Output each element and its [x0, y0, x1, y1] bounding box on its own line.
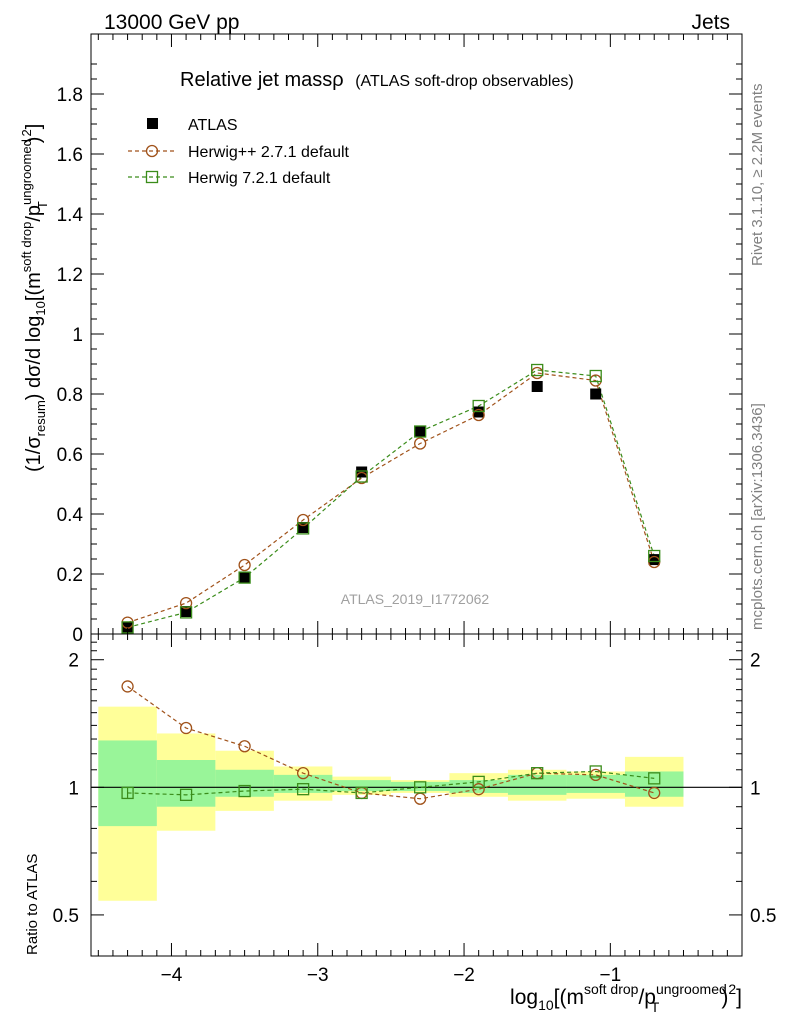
main-point-herwigpp-6	[472, 408, 485, 422]
ratio-point-herwig7-1	[179, 788, 193, 801]
mcplots-label: mcplots.cern.ch [arXiv:1306.3436]	[749, 403, 766, 630]
main-y-tick-label-8: 1.6	[57, 145, 83, 166]
main-point-herwigpp-1	[179, 596, 193, 610]
band-green-5	[390, 781, 450, 792]
main-point-herwig7-3	[296, 522, 310, 535]
main-plot: 0 0.2 0.4 0.6 0.8 1 1.2 1.4 1.6 1.8	[57, 63, 742, 646]
main-point-herwigpp-3	[296, 513, 310, 527]
header-left: 13000 GeV pp	[104, 11, 239, 34]
main-y-tick-label-2: 0.4	[57, 505, 84, 526]
x-axis-label: log10[(msoft drop/pungroomed T)2]	[510, 981, 742, 1015]
main-point-herwig7-9	[648, 549, 661, 563]
band-green-1	[156, 760, 216, 807]
ratio-y-tick-label-right-1: 1	[750, 778, 761, 799]
legend-label-herwig7: Herwig 7.2.1 default	[188, 170, 331, 187]
main-title: Relative jet massρ (ATLAS soft-drop obse…	[180, 69, 574, 91]
ratio-y-axis-label: Ratio to ATLAS	[24, 854, 41, 955]
rivet-version-label: Rivet 3.1.10, ≥ 2.2M events	[749, 84, 766, 267]
main-point-atlas-3	[297, 522, 309, 533]
ratio-plot: −4 −3 −2 −1 0.5 0.5 1 1 2 2	[53, 34, 776, 986]
x-tick-label-1: −3	[307, 965, 329, 986]
ratio-point-herwigpp-2	[238, 740, 251, 753]
ratio-point-herwigpp-0	[121, 680, 134, 693]
main-point-herwig7-1	[179, 606, 193, 619]
ratio-bands	[98, 706, 684, 901]
main-point-herwig7-4	[355, 470, 368, 483]
main-y-tick-label-9: 1.8	[57, 85, 83, 106]
main-point-herwigpp-5	[414, 437, 427, 450]
main-y-tick-label-1: 0.2	[57, 565, 83, 586]
ratio-point-herwigpp-3	[296, 767, 310, 780]
main-subtitle: (ATLAS soft-drop observables)	[355, 73, 573, 90]
main-point-herwig7-7	[531, 363, 544, 377]
ratio-point-herwig7-9	[648, 772, 661, 785]
ratio-point-herwig7-7	[531, 767, 544, 780]
ratio-y-tick-label-left-0: 0.5	[53, 906, 79, 927]
ratio-point-herwigpp-6	[472, 783, 485, 796]
ratio-y-tick-label-right-2: 2	[750, 651, 761, 672]
main-y-tick-label-7: 1.4	[57, 205, 84, 226]
legend-marker-herwigpp	[145, 144, 159, 158]
header-right: Jets	[691, 11, 730, 34]
ratio-point-herwigpp-1	[179, 721, 193, 735]
main-point-atlas-8	[590, 388, 602, 400]
main-y-axis-label: (1/σresum) dσ/d log10[(msoft drop/pungro…	[19, 124, 50, 472]
main-y-tick-label-5: 1	[72, 325, 83, 346]
ratio-point-herwig7-3	[296, 783, 310, 796]
ratio-line-herwigpp	[127, 685, 655, 800]
ratio-point-herwigpp-9	[648, 786, 661, 800]
main-point-herwig7-6	[472, 399, 485, 413]
band-green-2	[215, 769, 274, 797]
band-green-0	[98, 740, 157, 827]
ratio-y-tick-label-left-1: 1	[68, 778, 79, 799]
legend-marker-herwig7	[145, 170, 159, 184]
main-point-atlas-1	[180, 606, 192, 617]
ratio-y-tick-label-left-2: 2	[68, 651, 79, 672]
main-point-atlas-7	[531, 381, 543, 392]
ratio-point-herwig7-4	[355, 786, 368, 800]
ratio-point-herwig7-6	[472, 775, 485, 789]
x-tick-label-0: −4	[161, 965, 183, 986]
ratio-plot-frame	[90, 633, 743, 957]
ratio-point-herwig7-2	[238, 784, 251, 798]
band-green-4	[332, 780, 391, 792]
main-y-tick-label-6: 1.2	[57, 265, 83, 286]
main-point-herwig7-2	[238, 571, 251, 584]
main-y-tick-label-4: 0.8	[57, 385, 83, 406]
ratio-point-herwig7-5	[414, 781, 427, 794]
main-y-tick-label-3: 0.6	[57, 445, 83, 466]
ratio-line-herwig7	[127, 770, 655, 796]
ratio-point-herwig7-8	[589, 765, 602, 778]
main-y-tick-label-0: 0	[72, 625, 83, 646]
ratio-point-herwig7-0	[121, 786, 134, 800]
x-tick-label-3: −1	[600, 965, 622, 986]
x-tick-label-2: −2	[453, 965, 475, 986]
legend-marker-atlas	[147, 118, 158, 129]
main-line-herwigpp	[127, 372, 655, 624]
analysis-watermark: ATLAS_2019_I1772062	[341, 591, 490, 607]
legend: ATLAS Herwig++ 2.7.1 default Herwig 7.2.…	[128, 117, 350, 187]
main-point-herwig7-5	[414, 425, 427, 438]
main-point-herwigpp-2	[238, 558, 251, 572]
main-point-atlas-9	[648, 554, 660, 566]
ratio-y-tick-label-right-0: 0.5	[750, 906, 776, 927]
main-point-atlas-0	[122, 621, 134, 633]
main-point-atlas-2	[239, 571, 251, 583]
legend-label-herwigpp: Herwig++ 2.7.1 default	[188, 144, 350, 161]
main-line-herwig7	[127, 369, 655, 628]
band-green-7	[507, 774, 567, 795]
main-title-text: Relative jet massρ	[180, 69, 344, 91]
main-point-herwig7-8	[589, 369, 602, 383]
main-point-atlas-5	[414, 426, 426, 437]
legend-label-atlas: ATLAS	[188, 117, 238, 134]
